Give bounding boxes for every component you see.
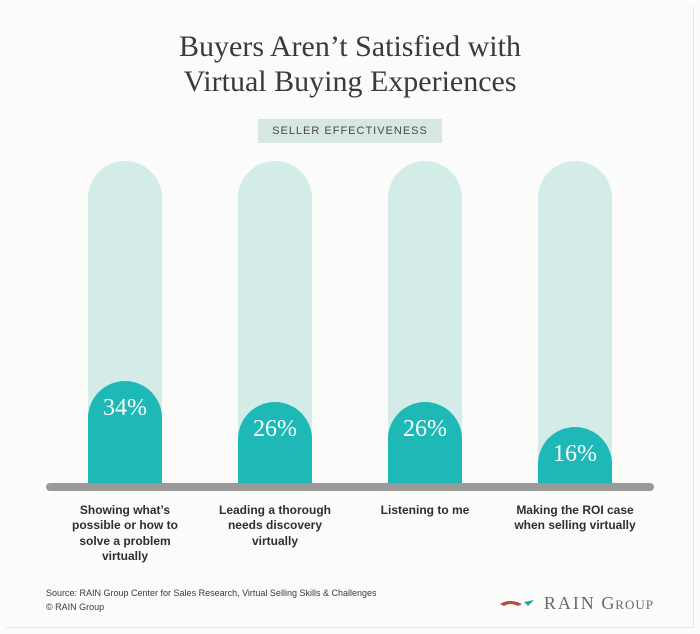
source-block: Source: RAIN Group Center for Sales Rese… [46,587,377,614]
chart-title: Buyers Aren’t Satisfied with Virtual Buy… [40,30,660,99]
bar-chart: 34% 26% 26% 16% Showing what’s possible or … [40,161,660,565]
logo-text: RAIN Group [544,593,654,614]
rain-group-logo: RAIN Group [498,592,654,614]
bar-value-label: 34% [103,395,147,422]
bar-value-label: 26% [253,416,297,443]
logo-text-rain: RAIN [544,593,596,613]
bar-fill: 34% [88,381,162,483]
bar-track: 26% [238,161,312,483]
bar-fill: 26% [238,402,312,482]
bar-fill: 26% [388,402,462,482]
logo-text-group: Group [601,593,654,613]
bar-track: 16% [538,161,612,483]
bar-category-label: Making the ROI case when selling virtual… [510,503,640,565]
bar-slot: 26% [360,161,490,483]
bar-track: 34% [88,161,162,483]
bar-track: 26% [388,161,462,483]
bar-category-label: Showing what’s possible or how to solve … [60,503,190,565]
bar-category-label: Listening to me [360,503,490,565]
bar-slot: 26% [210,161,340,483]
x-axis-line [46,483,654,491]
bar-slot: 34% [60,161,190,483]
copyright-line: © RAIN Group [46,601,377,615]
bar-category-label: Leading a thorough needs discovery virtu… [210,503,340,565]
bar-value-label: 26% [403,416,447,443]
bar-value-label: 16% [553,441,597,468]
title-line-1: Buyers Aren’t Satisfied with [179,30,521,63]
logo-mark-icon [498,592,538,614]
subtitle-badge: SELLER EFFECTIVENESS [258,119,442,143]
bar-slot: 16% [510,161,640,483]
source-line: Source: RAIN Group Center for Sales Rese… [46,587,377,601]
bar-fill: 16% [538,427,612,483]
title-line-2: Virtual Buying Experiences [183,65,516,98]
